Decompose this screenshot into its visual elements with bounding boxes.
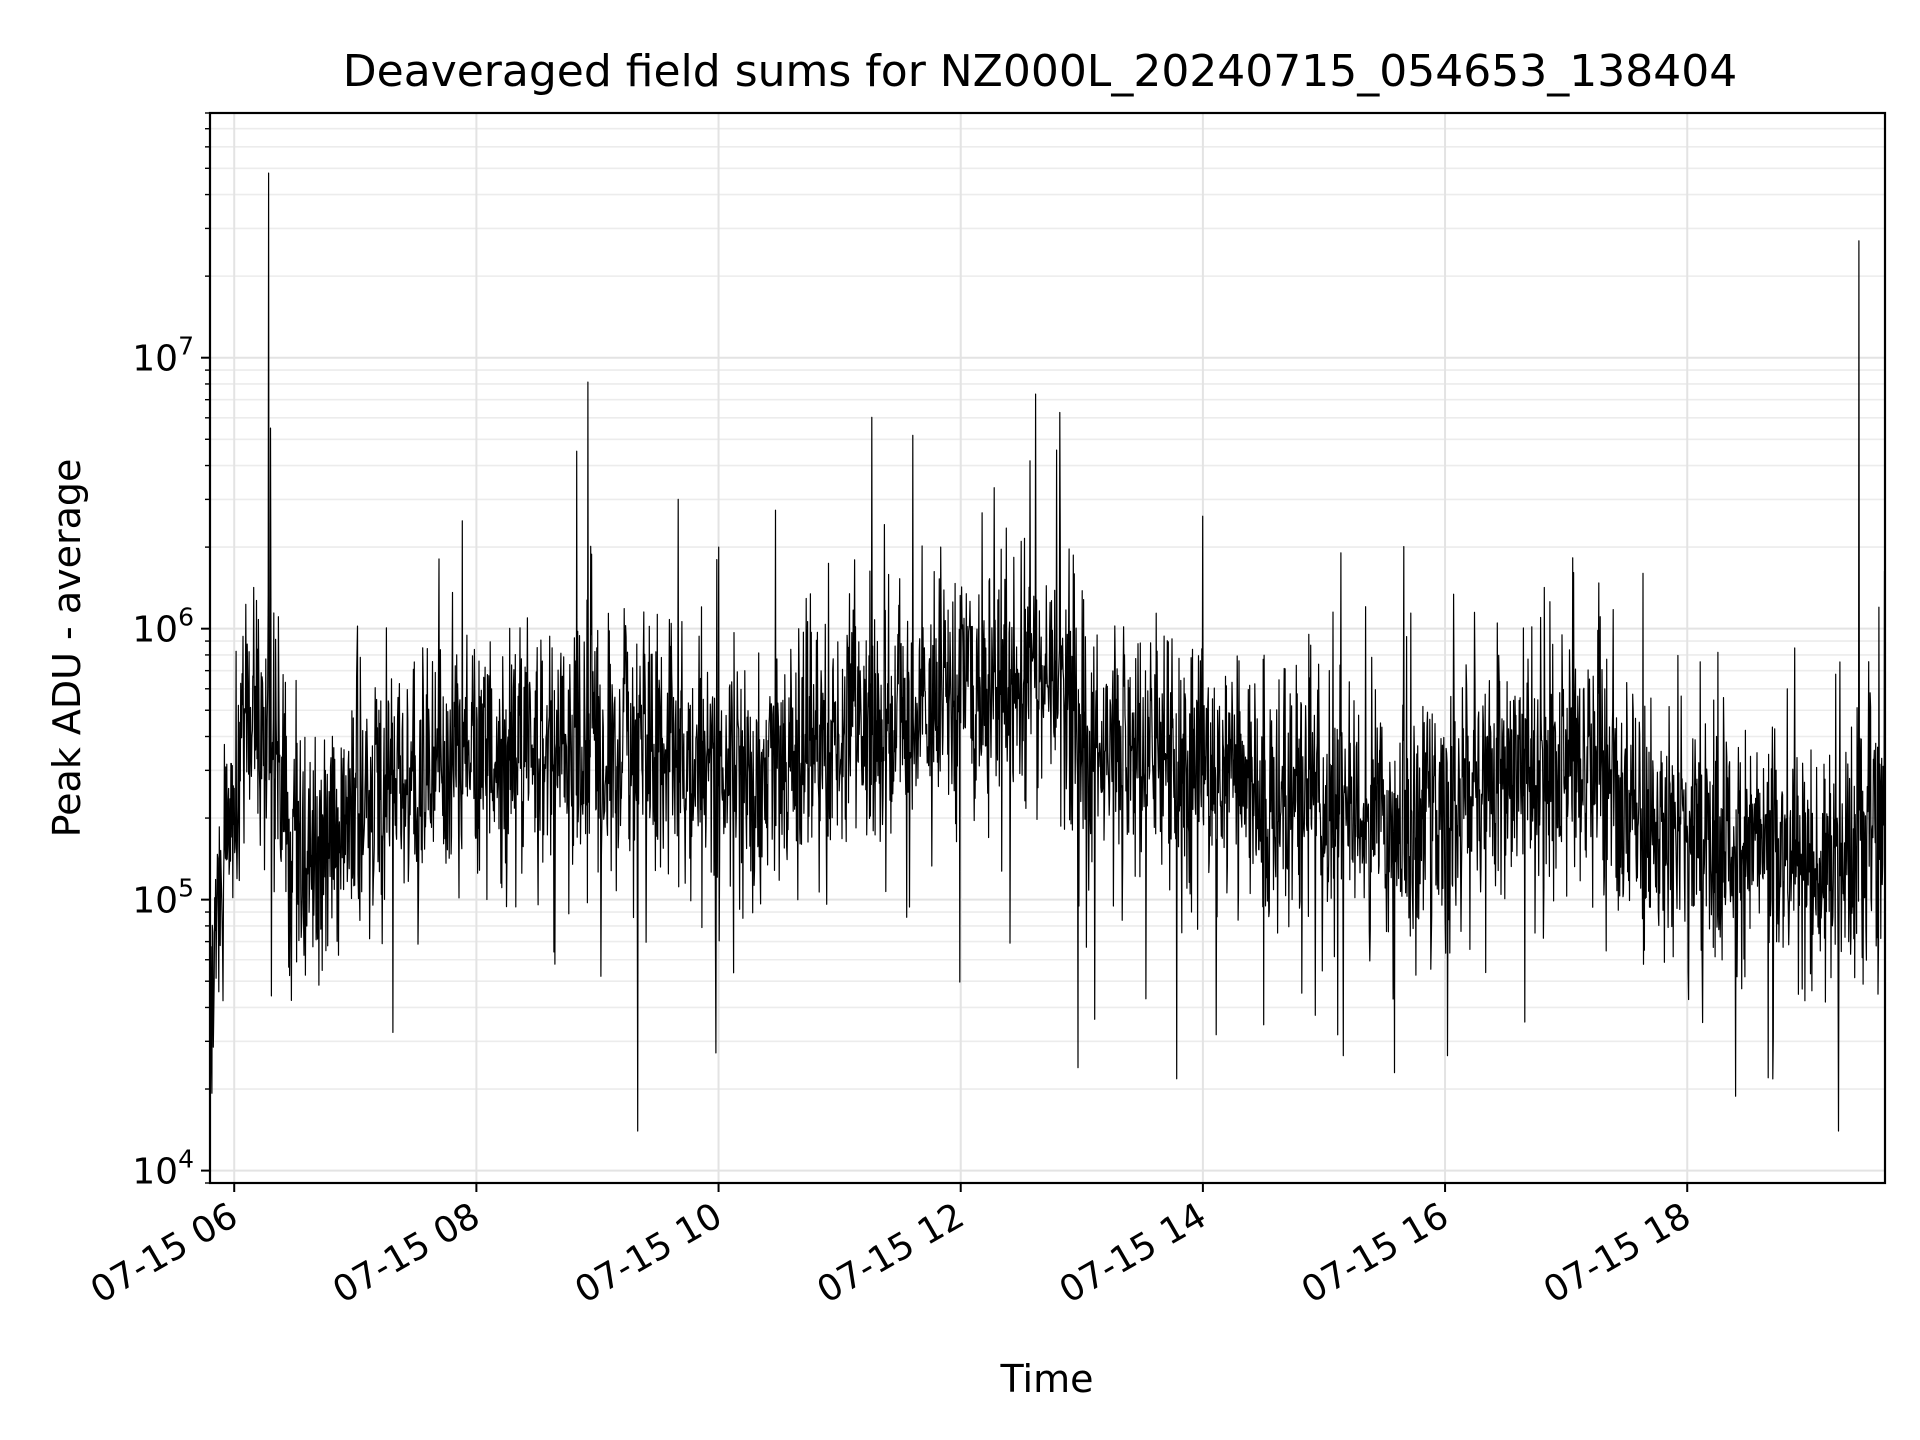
y-tick-label: 106: [132, 603, 194, 651]
y-tick-exponent: 5: [178, 874, 194, 903]
y-tick-label: 105: [132, 874, 194, 922]
y-tick-base: 10: [132, 1152, 178, 1193]
y-tick-exponent: 4: [178, 1145, 194, 1174]
series-group: [209, 172, 1886, 1132]
y-axis-label: Peak ADU - average: [45, 459, 89, 838]
y-tick-label: 104: [132, 1145, 194, 1193]
y-tick-exponent: 7: [178, 332, 194, 361]
y-tick-base: 10: [132, 339, 178, 380]
series-line: [209, 172, 1886, 1132]
y-tick-base: 10: [132, 881, 178, 922]
y-tick-exponent: 6: [178, 603, 194, 632]
y-tick-base: 10: [132, 610, 178, 651]
y-tick-label: 107: [132, 332, 194, 380]
plot-frame: [208, 111, 1887, 1185]
x-axis-label: Time: [1000, 1357, 1094, 1401]
chart-title: Deaveraged field sums for NZ000L_2024071…: [343, 46, 1737, 97]
